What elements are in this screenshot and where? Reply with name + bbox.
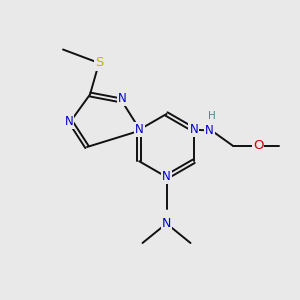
Text: O: O bbox=[253, 139, 263, 152]
Text: H: H bbox=[208, 111, 215, 121]
Text: S: S bbox=[95, 56, 103, 70]
Text: N: N bbox=[205, 124, 214, 137]
Text: N: N bbox=[118, 92, 127, 106]
Text: N: N bbox=[162, 217, 171, 230]
Text: N: N bbox=[135, 123, 144, 136]
Text: N: N bbox=[162, 170, 171, 184]
Text: N: N bbox=[135, 123, 144, 136]
Text: N: N bbox=[189, 123, 198, 136]
Text: N: N bbox=[64, 115, 74, 128]
